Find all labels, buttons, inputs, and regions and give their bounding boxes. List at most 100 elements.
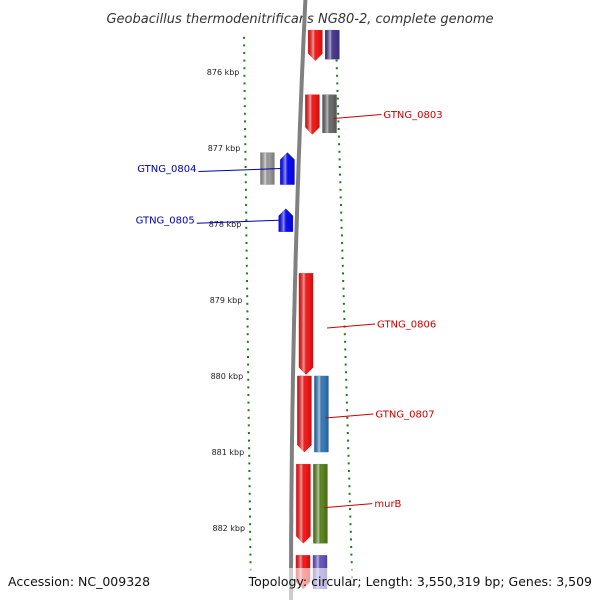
tick-mark bbox=[247, 424, 250, 427]
tick-mark bbox=[340, 234, 343, 237]
tick-mark bbox=[337, 135, 340, 138]
tick-mark bbox=[244, 150, 247, 153]
tick-mark bbox=[347, 470, 350, 472]
gene-label-leader bbox=[333, 114, 382, 120]
tick-mark bbox=[245, 249, 248, 252]
tick-mark bbox=[342, 272, 344, 275]
tick-mark bbox=[246, 287, 249, 290]
tick-mark bbox=[341, 242, 344, 244]
gene-shapes bbox=[260, 29, 340, 590]
tick-mark bbox=[246, 318, 249, 320]
kbp-tick-label: 877 kbp bbox=[208, 144, 241, 153]
tick-mark bbox=[246, 333, 249, 336]
tick-mark bbox=[344, 340, 347, 343]
tick-mark bbox=[350, 561, 353, 564]
tick-mark bbox=[339, 196, 342, 199]
tick-mark bbox=[338, 143, 341, 146]
tick-mark bbox=[246, 302, 249, 305]
tick-mark bbox=[245, 226, 248, 229]
gene-arrow-shading bbox=[280, 152, 295, 185]
gene-label-leader bbox=[325, 413, 374, 419]
tick-mark bbox=[248, 492, 251, 495]
gene-arrow-shading bbox=[299, 273, 313, 375]
tick-mark bbox=[245, 242, 248, 244]
tick-mark bbox=[244, 128, 247, 130]
tick-mark bbox=[248, 454, 251, 457]
tick-mark bbox=[243, 82, 246, 85]
tick-mark bbox=[345, 378, 348, 381]
tick-mark bbox=[338, 166, 341, 168]
tick-mark bbox=[243, 59, 246, 62]
tick-mark bbox=[245, 204, 248, 206]
tick-marks-inner bbox=[334, 36, 354, 586]
tick-mark bbox=[350, 553, 353, 556]
tick-mark bbox=[244, 120, 246, 123]
tick-mark bbox=[336, 74, 339, 77]
tick-mark bbox=[244, 166, 247, 168]
tick-mark bbox=[348, 492, 351, 495]
tick-mark bbox=[348, 500, 351, 503]
tick-mark bbox=[247, 356, 249, 358]
tick-mark bbox=[337, 128, 340, 130]
tick-mark bbox=[244, 158, 247, 161]
gene-label: GTNG_0804 bbox=[137, 164, 196, 175]
tick-mark bbox=[243, 36, 245, 39]
tick-mark bbox=[346, 409, 349, 412]
tick-mark bbox=[249, 553, 252, 556]
tick-mark bbox=[344, 363, 347, 366]
tick-mark bbox=[247, 386, 250, 389]
tick-mark bbox=[245, 234, 248, 237]
tick-mark bbox=[245, 196, 247, 199]
gene-arrow-shading bbox=[278, 208, 293, 232]
tick-mark bbox=[336, 82, 339, 85]
tick-mark bbox=[247, 432, 250, 434]
tick-mark bbox=[244, 181, 247, 184]
tick-mark bbox=[349, 515, 352, 518]
gene-label-leader bbox=[324, 503, 373, 509]
tick-mark bbox=[345, 386, 348, 389]
tick-mark bbox=[341, 264, 344, 267]
tick-mark bbox=[347, 454, 350, 457]
tick-mark bbox=[340, 226, 343, 229]
tick-mark bbox=[347, 439, 349, 442]
footer-background bbox=[0, 568, 600, 600]
genome-backbone bbox=[289, 0, 308, 600]
tick-mark bbox=[342, 302, 345, 305]
kbp-tick-label: 878 kbp bbox=[209, 220, 242, 229]
gene-labels: GTNG_0803 GTNG_0804 GTNG_0805 GTNG_0806 GTNG… bbox=[136, 110, 443, 510]
tick-mark bbox=[249, 530, 252, 533]
tick-mark bbox=[244, 143, 247, 146]
tick-mark bbox=[335, 67, 338, 70]
tick-mark bbox=[248, 470, 251, 472]
tick-mark bbox=[342, 280, 345, 282]
tick-mark bbox=[337, 112, 340, 115]
tick-mark bbox=[243, 97, 246, 100]
tick-mark bbox=[337, 120, 340, 123]
gene-arrow-shading bbox=[313, 464, 328, 544]
tick-mark bbox=[248, 477, 251, 480]
tick-mark bbox=[340, 219, 343, 222]
tick-mark bbox=[350, 538, 352, 541]
gene-label-leader bbox=[196, 219, 279, 224]
tick-mark bbox=[243, 105, 246, 108]
gene-arrow-shading bbox=[325, 30, 340, 60]
kbp-tick-label: 881 kbp bbox=[212, 448, 245, 457]
tick-mark bbox=[345, 371, 347, 374]
tick-mark bbox=[247, 363, 250, 366]
tick-mark bbox=[247, 416, 250, 419]
gene-label: GTNG_0805 bbox=[136, 216, 195, 227]
tick-mark bbox=[244, 135, 247, 138]
tick-mark bbox=[335, 59, 338, 62]
tick-mark bbox=[341, 249, 344, 252]
tick-mark bbox=[246, 340, 249, 343]
tick-mark bbox=[346, 424, 349, 427]
tick-mark bbox=[243, 90, 246, 92]
tick-mark bbox=[249, 523, 252, 526]
tick-mark bbox=[343, 333, 346, 336]
tick-mark bbox=[342, 295, 345, 298]
tick-mark bbox=[337, 105, 339, 108]
tick-mark bbox=[248, 508, 251, 510]
tick-mark bbox=[249, 546, 252, 548]
genome-summary-text: Topology: circular; Length: 3,550,319 bp… bbox=[248, 574, 592, 589]
